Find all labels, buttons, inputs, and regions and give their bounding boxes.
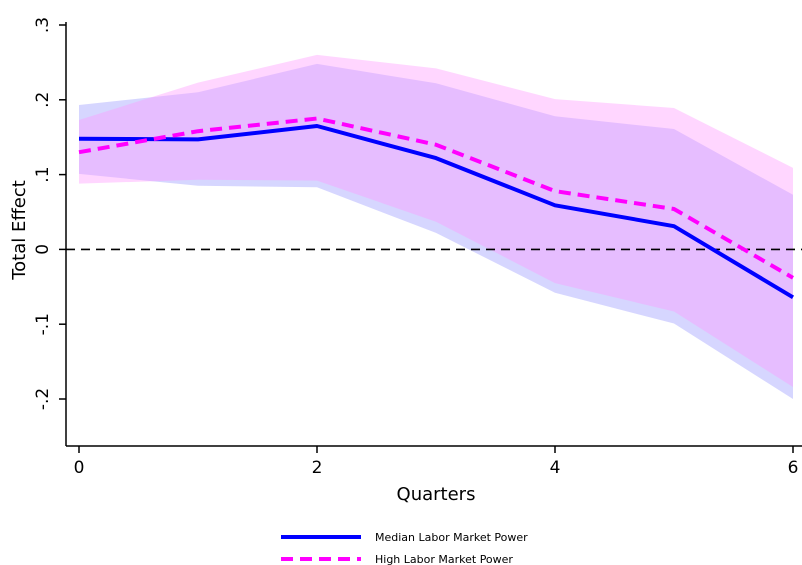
x-tick-label: 4 — [550, 458, 561, 478]
y-axis-title: Total Effect — [9, 180, 30, 281]
y-tick-label: .3 — [33, 17, 53, 33]
ci-band-2 — [79, 54, 793, 388]
x-axis-title: Quarters — [397, 484, 476, 505]
ci-bands — [79, 54, 793, 400]
ci-band-1 — [79, 63, 793, 400]
x-tick-label: 0 — [74, 458, 85, 478]
y-tick-label: .1 — [33, 166, 53, 182]
series-lines — [78, 116, 795, 300]
legend-label-1: Median Labor Market Power — [375, 531, 528, 544]
y-tick-label: -.2 — [33, 388, 53, 410]
y-tick-label: -.1 — [33, 313, 53, 335]
y-ticks: .3 .2 .1 0 -.1 -.2 — [33, 17, 66, 410]
series-line-1 — [78, 124, 795, 300]
series-line-2 — [78, 116, 795, 280]
y-tick-label: .2 — [33, 92, 53, 108]
x-ticks: 0 2 4 6 — [74, 446, 799, 478]
legend: Median Labor Market Power High Labor Mark… — [281, 531, 528, 565]
x-tick-label: 6 — [788, 458, 799, 478]
legend-label-2: High Labor Market Power — [375, 553, 513, 565]
x-tick-label: 2 — [312, 458, 323, 478]
y-tick-label: 0 — [33, 244, 53, 255]
